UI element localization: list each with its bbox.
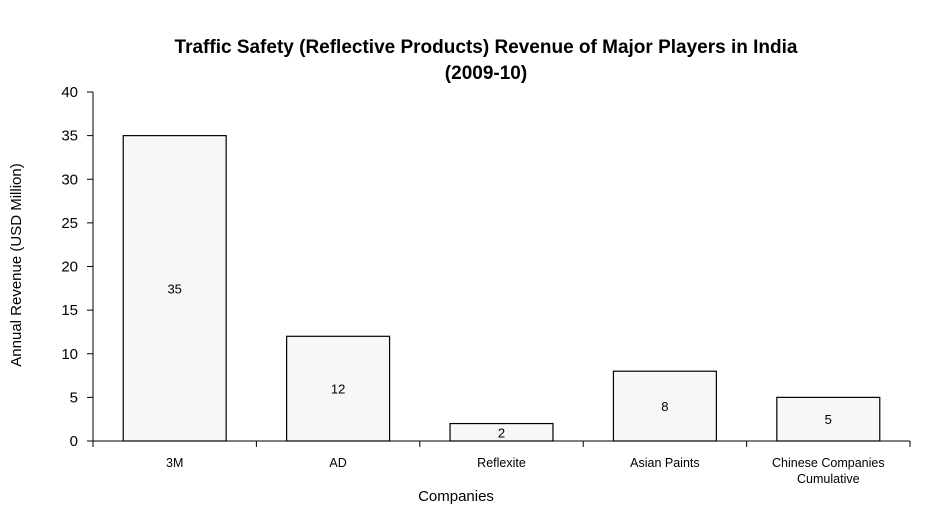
chart-subtitle: (2009-10) xyxy=(445,63,527,84)
x-axis-label: Companies xyxy=(418,488,494,505)
bar xyxy=(612,370,717,442)
x-tick-label: Asian Paints xyxy=(630,456,699,470)
x-axis: 3M AD Reflexite Asian Paints Chinese Compani… xyxy=(92,440,911,486)
x-tick-label: Chinese Companies Cumulative xyxy=(772,456,885,486)
y-tick-label: 0 xyxy=(70,433,78,450)
y-tick-label: 10 xyxy=(61,346,78,363)
data-label: 2 xyxy=(498,425,505,440)
bar xyxy=(449,422,554,442)
data-labels: 35 12 2 8 5 xyxy=(167,281,831,440)
y-tick-label: 5 xyxy=(70,389,78,406)
y-axis: 0 5 10 15 20 25 30 35 40 xyxy=(61,84,94,450)
data-label: 5 xyxy=(825,412,832,427)
y-axis-label: Annual Revenue (USD Million) xyxy=(8,163,25,366)
y-tick-label: 15 xyxy=(61,302,78,319)
y-tick-label: 35 xyxy=(61,128,78,145)
bars xyxy=(122,135,881,442)
data-label: 35 xyxy=(167,281,181,296)
y-tick-label: 40 xyxy=(61,84,78,101)
x-tick-label: Reflexite xyxy=(477,456,526,470)
y-tick-label: 20 xyxy=(61,259,78,276)
data-label: 12 xyxy=(331,382,345,397)
x-tick-label: 3M xyxy=(166,456,183,470)
bar xyxy=(776,396,881,442)
y-tick-label: 25 xyxy=(61,215,78,232)
x-tick-label: AD xyxy=(329,456,346,470)
bar xyxy=(122,135,227,442)
data-label: 8 xyxy=(661,399,668,414)
y-tick-label: 30 xyxy=(61,171,78,188)
bar xyxy=(286,335,391,442)
chart-title: Traffic Safety (Reflective Products) Rev… xyxy=(175,37,798,58)
